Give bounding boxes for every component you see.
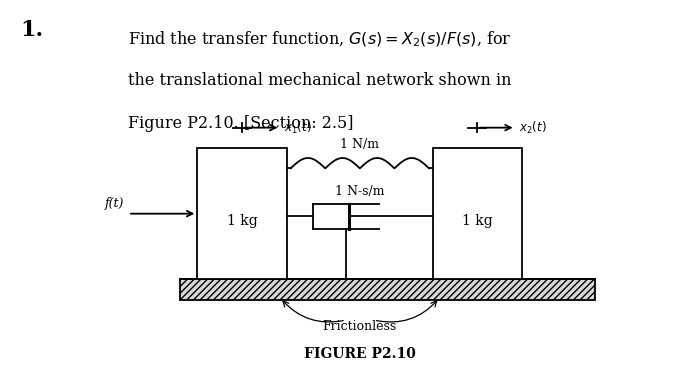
- Text: 1.: 1.: [21, 18, 44, 40]
- Text: 1 kg: 1 kg: [227, 214, 257, 228]
- Bar: [180, 279, 595, 300]
- Text: $x_1(t)$: $x_1(t)$: [284, 120, 311, 136]
- Text: 1 kg: 1 kg: [462, 214, 493, 228]
- Text: Figure P2.10. [Section: 2.5]: Figure P2.10. [Section: 2.5]: [128, 115, 354, 132]
- Bar: [432, 148, 522, 279]
- Text: f(t): f(t): [105, 197, 125, 210]
- Text: 1 N-s/m: 1 N-s/m: [335, 185, 385, 198]
- Text: the translational mechanical network shown in: the translational mechanical network sho…: [128, 72, 511, 89]
- Bar: [197, 148, 287, 279]
- Text: Find the transfer function, $G(s) = X_2(s)/F(s)$, for: Find the transfer function, $G(s) = X_2(…: [128, 30, 511, 49]
- Text: $x_2(t)$: $x_2(t)$: [519, 120, 547, 136]
- Text: FIGURE P2.10: FIGURE P2.10: [304, 347, 416, 361]
- Text: Frictionless: Frictionless: [322, 320, 397, 333]
- Text: 1 N/m: 1 N/m: [340, 138, 379, 151]
